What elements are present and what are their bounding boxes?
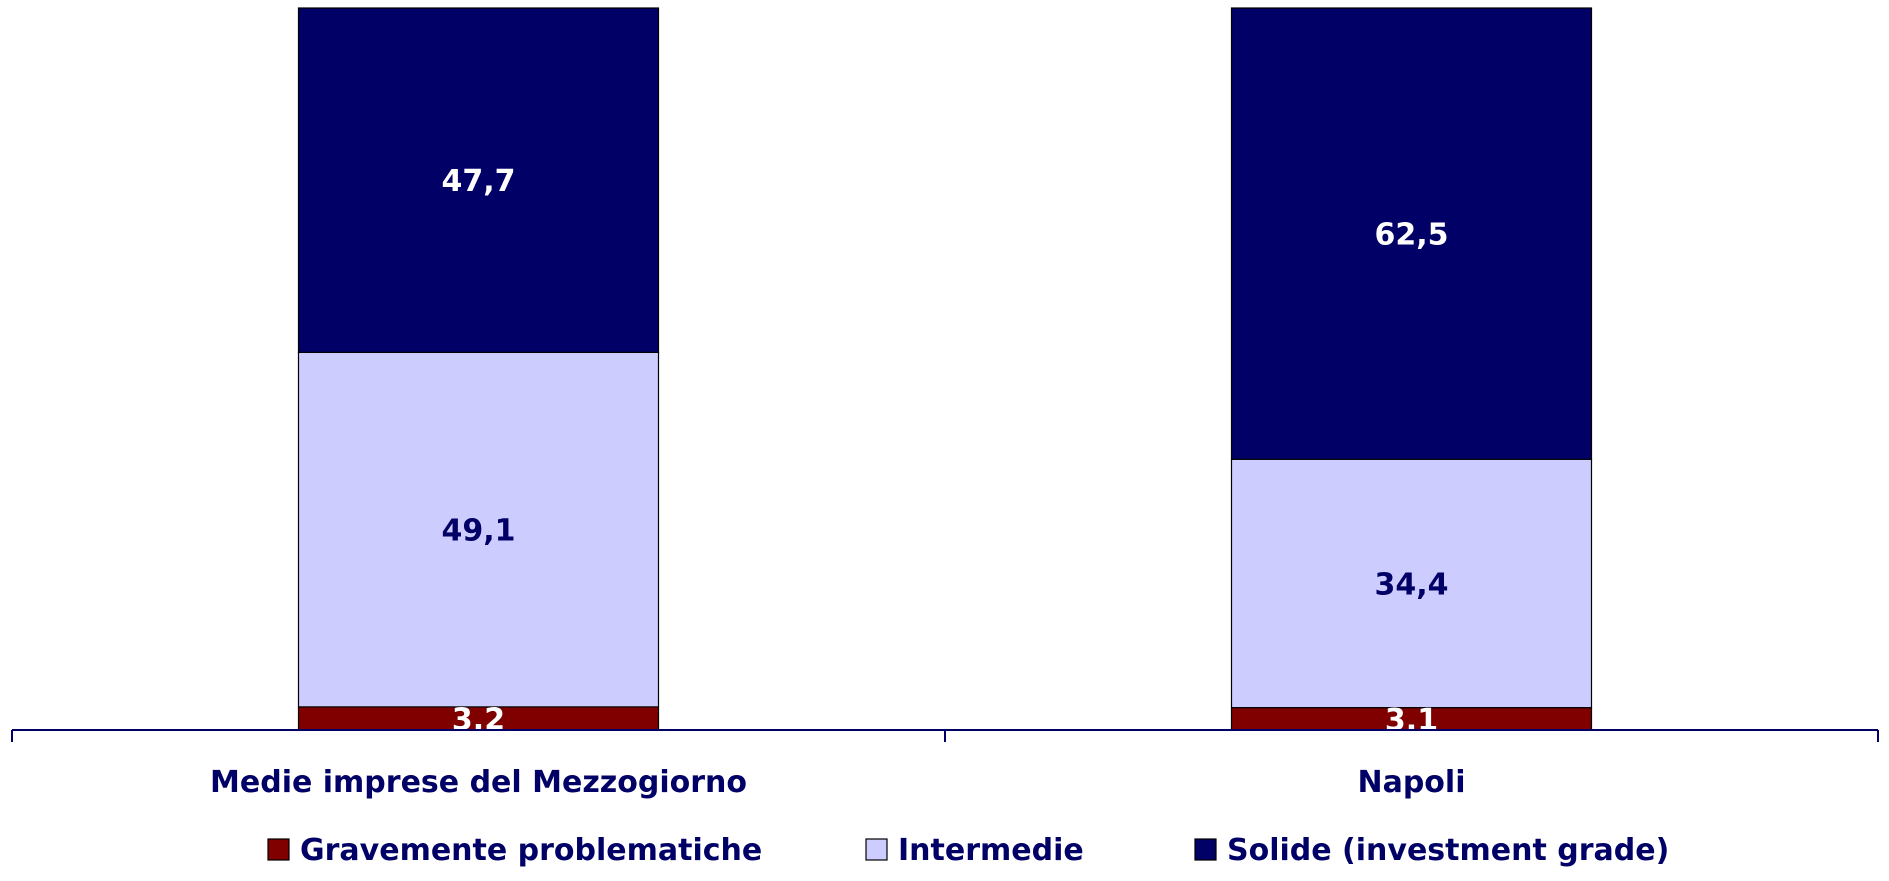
data-label-solide-investment-grade-2: 62,5 [1374,218,1448,253]
legend-label-solide-investment-grade: Solide (investment grade) [1227,833,1669,868]
bar-intermedie-1 [297,351,660,708]
category-labels-layer: Medie imprese del Mezzogiorno Napoli [210,765,1465,800]
bar-solide-investment-grade-1 [297,7,660,353]
legend-label-gravemente-problematiche: Gravemente problematiche [300,833,762,868]
bar-solide-investment-grade-2 [1230,7,1593,460]
bar-intermedie-2 [1230,458,1593,709]
data-label-gravemente-problematiche-1: 3,2 [452,702,505,737]
data-label-intermedie-2: 34,4 [1374,567,1448,602]
category-label-1: Medie imprese del Mezzogiorno [210,765,747,800]
legend: Gravemente problematiche Intermedie Solide… [267,833,1669,868]
legend-swatch-solide-investment-grade [1194,838,1217,861]
legend-label-intermedie: Intermedie [898,833,1084,868]
legend-swatch-gravemente-problematiche [267,838,290,861]
data-label-intermedie-1: 49,1 [441,514,515,549]
category-label-2: Napoli [1357,765,1465,800]
data-labels-layer: 3,2 49,1 47,7 3,1 34,4 62,5 [441,164,1448,738]
legend-swatch-intermedie [865,838,888,861]
data-label-solide-investment-grade-1: 47,7 [441,164,515,199]
data-label-gravemente-problematiche-2: 3,1 [1385,703,1438,738]
x-axis [11,729,1879,742]
bars-layer [297,7,1593,731]
